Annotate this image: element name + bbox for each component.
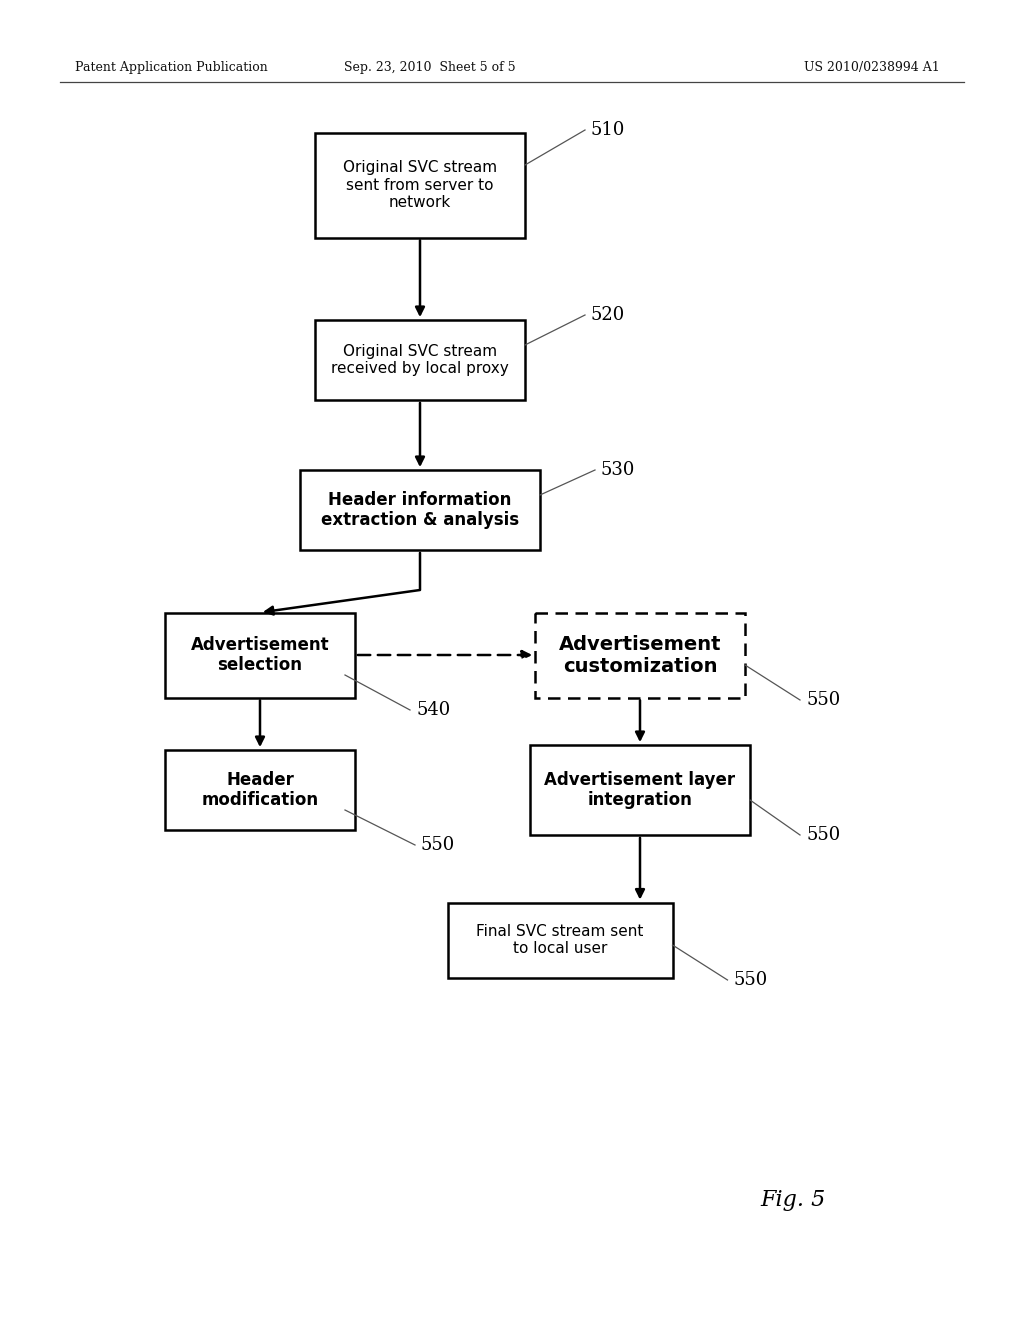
Text: Advertisement
selection: Advertisement selection — [190, 636, 330, 675]
Text: 550: 550 — [806, 690, 841, 709]
Text: Final SVC stream sent
to local user: Final SVC stream sent to local user — [476, 924, 644, 956]
Text: 540: 540 — [416, 701, 451, 719]
Text: 510: 510 — [591, 121, 626, 139]
Text: 520: 520 — [591, 306, 626, 323]
Text: Header information
extraction & analysis: Header information extraction & analysis — [321, 491, 519, 529]
Text: Original SVC stream
received by local proxy: Original SVC stream received by local pr… — [331, 343, 509, 376]
Text: Advertisement layer
integration: Advertisement layer integration — [545, 771, 735, 809]
Text: Header
modification: Header modification — [202, 771, 318, 809]
Text: US 2010/0238994 A1: US 2010/0238994 A1 — [804, 62, 940, 74]
Bar — [530, 744, 750, 836]
Text: 550: 550 — [806, 826, 841, 843]
Text: Fig. 5: Fig. 5 — [760, 1189, 825, 1210]
Bar — [165, 612, 355, 697]
Text: Patent Application Publication: Patent Application Publication — [75, 62, 267, 74]
Text: Sep. 23, 2010  Sheet 5 of 5: Sep. 23, 2010 Sheet 5 of 5 — [344, 62, 516, 74]
Bar — [315, 132, 525, 238]
Bar — [535, 612, 745, 697]
Bar — [300, 470, 540, 550]
Bar — [165, 750, 355, 830]
Bar — [315, 319, 525, 400]
Text: 550: 550 — [421, 836, 456, 854]
Text: 550: 550 — [733, 972, 768, 989]
Text: Original SVC stream
sent from server to
network: Original SVC stream sent from server to … — [343, 160, 497, 210]
Bar — [447, 903, 673, 978]
Text: 530: 530 — [601, 461, 635, 479]
Text: Advertisement
customization: Advertisement customization — [559, 635, 721, 676]
